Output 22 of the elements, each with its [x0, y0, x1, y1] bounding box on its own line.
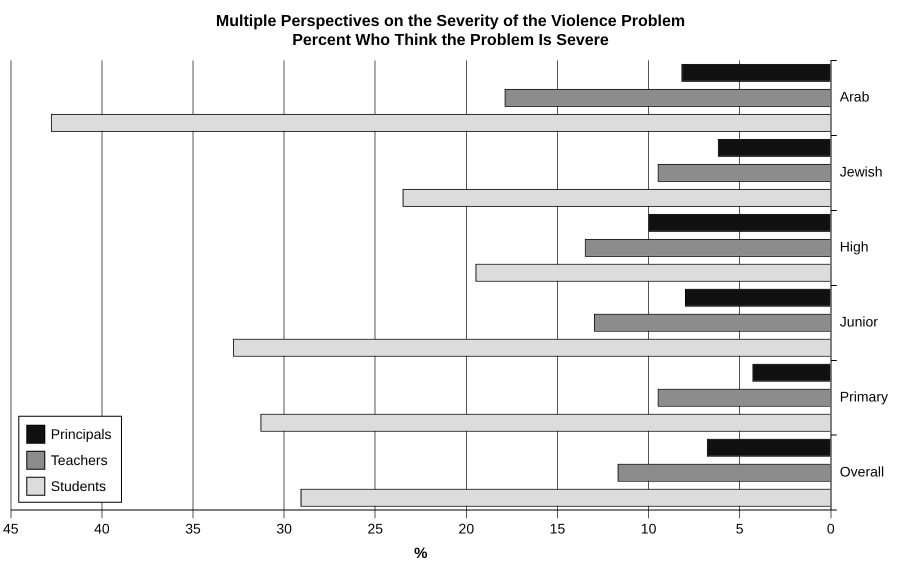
x-tick-label: 30: [276, 520, 292, 536]
x-tick-label: 20: [458, 520, 474, 536]
chart-subtitle: Percent Who Think the Problem Is Severe: [292, 32, 609, 50]
chart-title: Multiple Perspectives on the Severity of the Violence Problem: [216, 13, 686, 30]
x-axis-title: %: [414, 545, 428, 562]
y-tick-label: Primary: [840, 388, 888, 405]
y-tick-label: Arab: [840, 88, 870, 105]
y-tick-label: High: [840, 238, 869, 255]
x-tick-label: 45: [2, 520, 19, 536]
x-tick-label: 10: [640, 520, 657, 536]
legend-label: Principals: [50, 426, 112, 442]
y-tick-label: Jewish: [840, 164, 883, 180]
x-tick-label: 5: [736, 520, 744, 536]
legend-label: Students: [50, 478, 106, 494]
x-tick-label: 0: [826, 520, 835, 536]
x-tick-label: 15: [550, 520, 566, 536]
x-tick-label: 25: [367, 520, 384, 536]
y-tick-label: Overall: [840, 464, 884, 480]
x-tick-label: 35: [185, 520, 202, 536]
y-tick-label: Junior: [840, 314, 878, 330]
legend-label: Teachers: [50, 452, 108, 468]
x-tick-label: 40: [94, 520, 110, 536]
